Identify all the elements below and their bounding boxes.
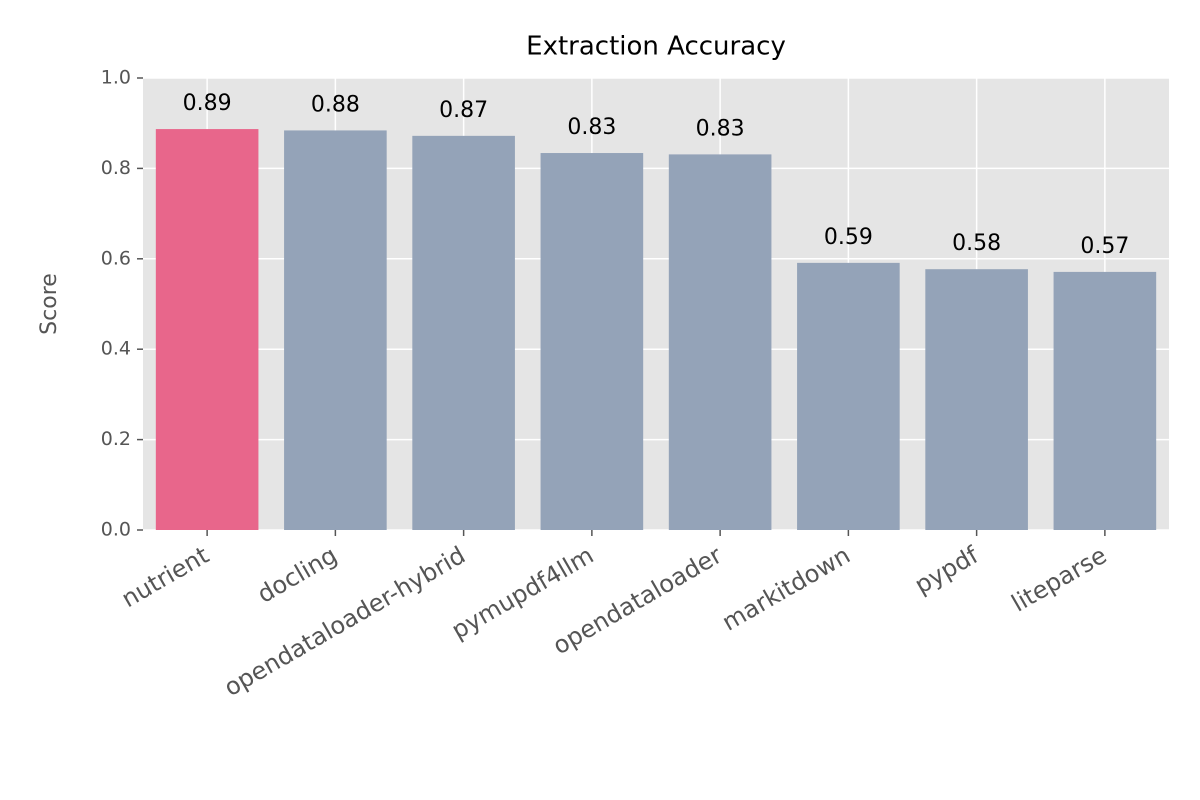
bar <box>284 130 387 530</box>
x-tick-label: markitdown <box>717 541 855 637</box>
y-tick-label: 0.8 <box>101 157 131 179</box>
x-tick-label: pypdf <box>910 541 984 600</box>
bar <box>925 269 1028 530</box>
data-label: 0.83 <box>567 115 616 140</box>
x-tick-label: docling <box>253 541 342 609</box>
y-tick-label: 0.6 <box>101 247 131 269</box>
data-label: 0.58 <box>952 231 1001 256</box>
data-label: 0.88 <box>311 92 360 117</box>
data-label: 0.83 <box>696 116 745 141</box>
bar <box>797 262 900 530</box>
y-tick-label: 0.2 <box>101 428 131 450</box>
bar <box>155 129 259 531</box>
y-tick-label: 0.0 <box>101 519 131 541</box>
y-tick-label: 0.4 <box>101 338 131 360</box>
bar <box>412 135 515 530</box>
chart-title: Extraction Accuracy <box>526 32 786 62</box>
data-label: 0.89 <box>183 91 232 116</box>
y-axis-label: Score <box>37 273 62 335</box>
x-tick-label: opendataloader-hybrid <box>219 541 470 702</box>
bar <box>668 154 772 530</box>
data-label: 0.57 <box>1080 234 1129 259</box>
bar <box>1053 271 1157 530</box>
data-label: 0.59 <box>824 225 873 250</box>
bar <box>540 153 644 531</box>
y-tick-label: 1.0 <box>101 67 131 89</box>
x-tick-label: nutrient <box>117 541 214 613</box>
data-label: 0.87 <box>439 98 488 123</box>
x-tick-label: liteparse <box>1007 541 1112 618</box>
